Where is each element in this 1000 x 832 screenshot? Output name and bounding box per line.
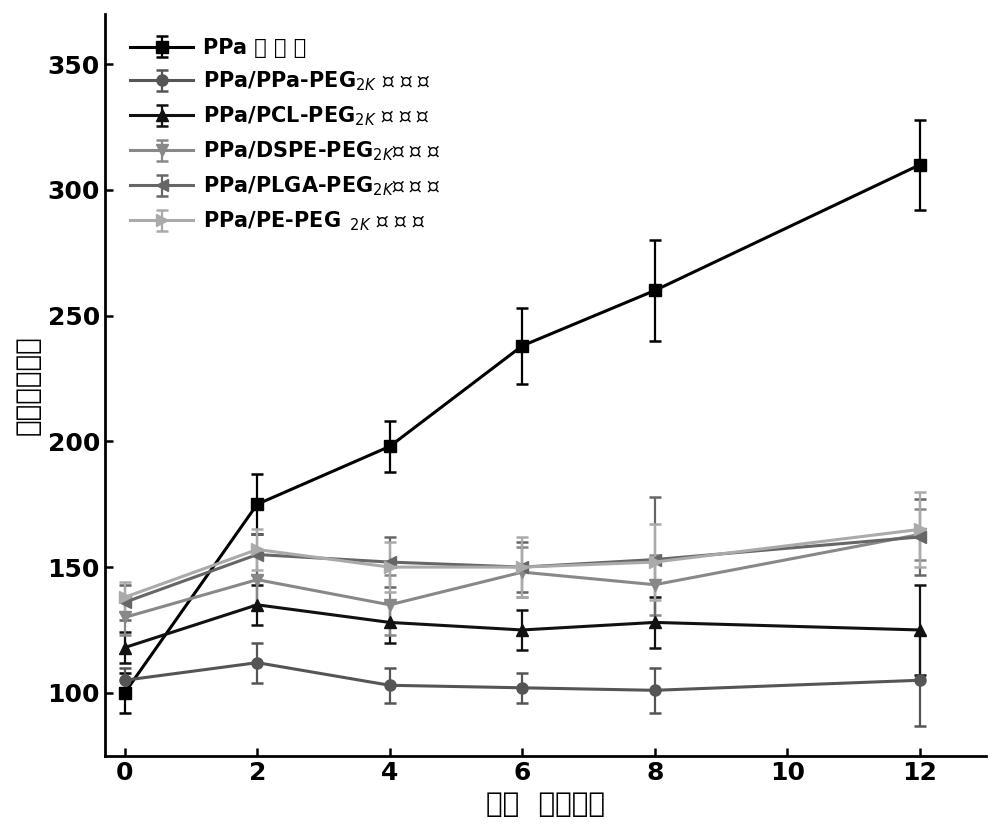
- Legend: PPa 纳 米 粒, PPa/PPa-PEG$_{2K}$ 纳 米 粒, PPa/PCL-PEG$_{2K}$ 纳 米 粒, PPa/DSPE-PEG$_{2K: PPa 纳 米 粒, PPa/PPa-PEG$_{2K}$ 纳 米 粒, PPa…: [124, 32, 447, 240]
- X-axis label: 时间  （小时）: 时间 （小时）: [486, 790, 605, 818]
- Y-axis label: 粒径（纳米）: 粒径（纳米）: [14, 335, 42, 434]
